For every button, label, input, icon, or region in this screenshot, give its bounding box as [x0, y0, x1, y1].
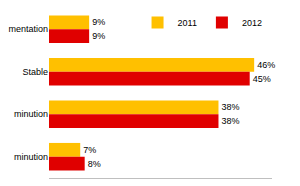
svg-text:9%: 9% — [92, 17, 105, 27]
svg-text:9%: 9% — [92, 31, 105, 41]
svg-text:46%: 46% — [257, 60, 275, 70]
svg-text:mentation: mentation — [8, 24, 48, 34]
svg-text:minution: minution — [14, 152, 48, 162]
svg-text:2012: 2012 — [242, 18, 262, 28]
svg-text:45%: 45% — [253, 74, 271, 84]
svg-text:Stable: Stable — [22, 67, 48, 77]
svg-text:minution: minution — [14, 109, 48, 119]
svg-text:38%: 38% — [221, 116, 239, 126]
svg-text:7%: 7% — [83, 145, 96, 155]
svg-text:8%: 8% — [88, 159, 101, 169]
svg-text:2011: 2011 — [178, 18, 197, 28]
svg-text:38%: 38% — [221, 102, 239, 112]
